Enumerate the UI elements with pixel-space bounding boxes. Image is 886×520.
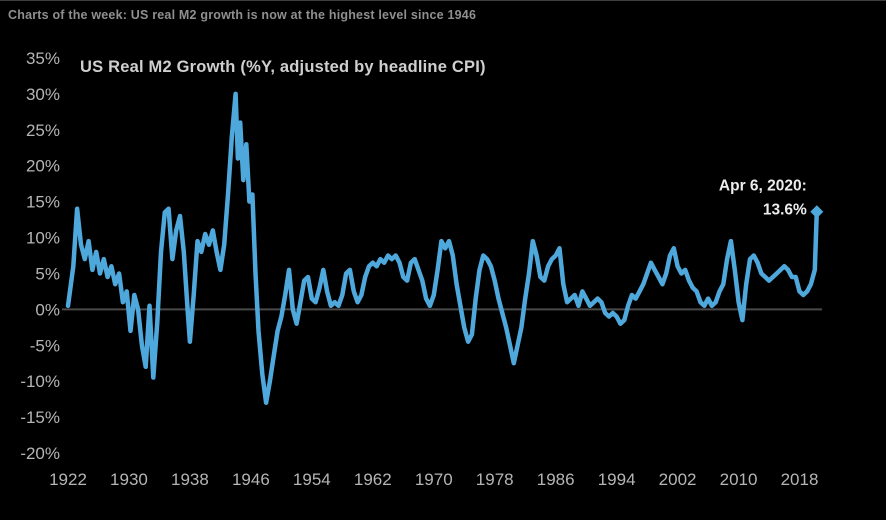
header-bar: Charts of the week: US real M2 growth is…: [0, 1, 886, 28]
y-tick-label: 15%: [26, 193, 60, 212]
m2-growth-line: [65, 91, 820, 405]
y-tick-label: -5%: [30, 336, 60, 355]
x-tick-label: 1962: [354, 470, 392, 489]
annotation-date-label: Apr 6, 2020:: [719, 178, 807, 195]
y-tick-label: 5%: [35, 264, 60, 283]
y-tick-label: 20%: [26, 157, 60, 176]
header-title: Charts of the week: US real M2 growth is…: [8, 8, 477, 22]
y-tick-label: 25%: [26, 121, 60, 140]
annotation-value-label: 13.6%: [763, 202, 807, 219]
x-tick-label: 1994: [598, 470, 636, 489]
y-tick-label: -20%: [20, 444, 60, 463]
x-tick-label: 1986: [537, 470, 575, 489]
y-tick-label: 10%: [26, 229, 60, 248]
y-tick-label: -15%: [20, 408, 60, 427]
chart-title: US Real M2 Growth (%Y, adjusted by headl…: [80, 58, 486, 76]
x-tick-label: 1938: [171, 470, 209, 489]
x-tick-label: 1978: [476, 470, 514, 489]
x-tick-label: 1970: [415, 470, 453, 489]
x-tick-label: 2010: [720, 470, 758, 489]
x-tick-label: 1946: [232, 470, 270, 489]
x-tick-label: 2018: [781, 470, 819, 489]
x-tick-label: 1930: [110, 470, 148, 489]
x-tick-label: 2002: [659, 470, 697, 489]
x-tick-label: 1922: [49, 470, 87, 489]
y-tick-label: -10%: [20, 372, 60, 391]
x-tick-label: 1954: [293, 470, 331, 489]
y-tick-label: 0%: [35, 300, 60, 319]
y-tick-label: 35%: [26, 49, 60, 68]
annotation-diamond-marker: [810, 205, 824, 219]
y-tick-label: 30%: [26, 85, 60, 104]
